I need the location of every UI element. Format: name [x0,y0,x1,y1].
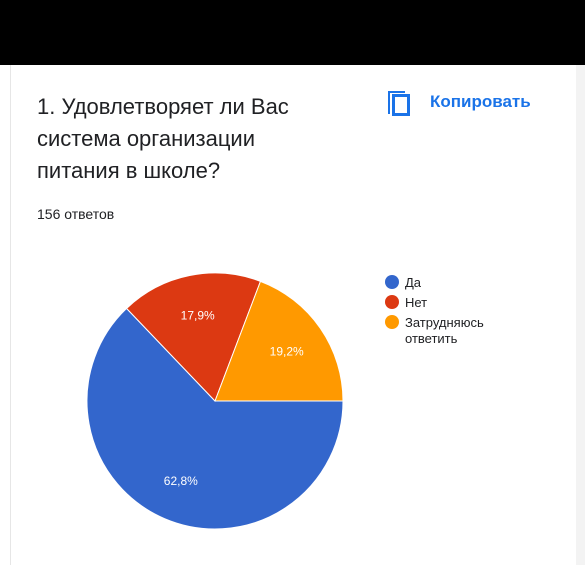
legend-marker-3 [385,315,399,329]
legend-marker-2 [385,295,399,309]
legend-marker-1 [385,275,399,289]
card-divider [10,65,11,565]
top-bar [0,0,585,65]
slice-value-label: 19,2% [270,345,304,359]
legend-label-3: Затрудняюсь ответить [405,315,484,346]
legend-label-2: Нет [405,295,427,310]
scroll-edge [576,65,585,565]
pie-slice-1[interactable] [86,307,344,530]
slice-value-label: 17,9% [181,309,215,323]
legend-label-1: Да [405,275,422,290]
question-title: 1. Удовлетворяет ли Вас система организа… [37,94,289,183]
copy-button[interactable]: Копировать [386,87,531,117]
slice-value-label: 62,8% [164,474,198,488]
pie-slice-3[interactable] [214,280,344,402]
copy-icon [386,88,412,116]
response-count: 156 ответов [37,206,115,222]
copy-button-label: Копировать [430,92,531,111]
